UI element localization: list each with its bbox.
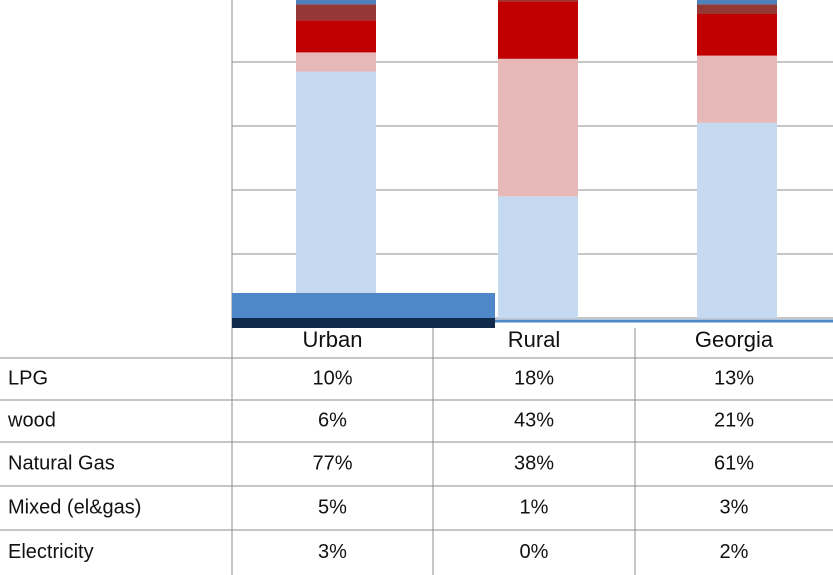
bar-segment bbox=[498, 1, 578, 59]
cell-value: 38% bbox=[514, 452, 554, 474]
column-header: Georgia bbox=[695, 327, 774, 352]
bar-segment bbox=[296, 71, 376, 318]
bar-segment bbox=[296, 4, 376, 21]
row-label: Natural Gas bbox=[8, 452, 115, 474]
row-label: LPG bbox=[8, 367, 48, 389]
cell-value: 10% bbox=[312, 367, 352, 389]
axis-band bbox=[232, 293, 495, 318]
cell-value: 0% bbox=[520, 541, 549, 563]
cell-value: 13% bbox=[714, 367, 754, 389]
bar-segment bbox=[296, 0, 376, 5]
bar-segment bbox=[697, 122, 777, 318]
cell-value: 43% bbox=[514, 409, 554, 431]
cell-value: 1% bbox=[520, 496, 549, 518]
bar-segment bbox=[697, 4, 777, 15]
cell-value: 2% bbox=[720, 541, 749, 563]
data-table: Urban Rural Georgia LPG 10% 18% 13% wood 6% 43% 21… bbox=[0, 327, 833, 575]
cell-value: 3% bbox=[720, 496, 749, 518]
bar-segment bbox=[498, 0, 578, 2]
cell-value: 6% bbox=[318, 409, 347, 431]
cell-value: 77% bbox=[312, 452, 352, 474]
column-header: Rural bbox=[508, 327, 561, 352]
bar-segment bbox=[697, 55, 777, 123]
bar-segment bbox=[296, 20, 376, 53]
bar-segment bbox=[498, 196, 578, 318]
bar-segment bbox=[498, 58, 578, 197]
row-label: Mixed (el&gas) bbox=[8, 496, 141, 518]
cell-value: 61% bbox=[714, 452, 754, 474]
cell-value: 3% bbox=[318, 541, 347, 563]
cell-value: 21% bbox=[714, 409, 754, 431]
column-header: Urban bbox=[303, 327, 363, 352]
bar-segment bbox=[697, 14, 777, 56]
row-label: Electricity bbox=[8, 541, 94, 563]
bar-segment bbox=[697, 0, 777, 5]
row-label: wood bbox=[7, 409, 56, 431]
axis-band-dark bbox=[232, 318, 495, 328]
cell-value: 5% bbox=[318, 496, 347, 518]
bar-segment bbox=[296, 52, 376, 72]
bars bbox=[296, 0, 777, 318]
cell-value: 18% bbox=[514, 367, 554, 389]
